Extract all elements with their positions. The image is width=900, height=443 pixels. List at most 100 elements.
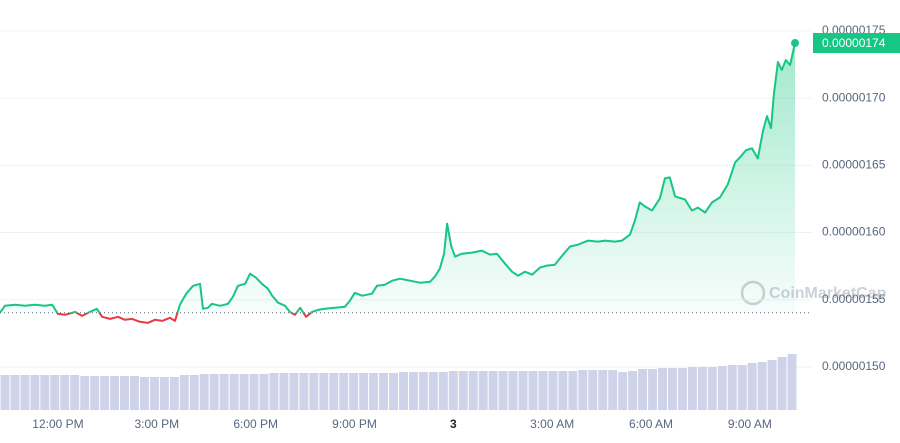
x-tick-label: 9:00 PM: [332, 417, 377, 431]
volume-bar: [100, 376, 110, 410]
volume-bar: [628, 371, 638, 410]
volume-bar: [767, 360, 777, 410]
volume-bar: [717, 366, 727, 410]
volume-bar: [458, 371, 468, 410]
volume-bar: [299, 373, 309, 410]
volume-bar: [648, 369, 658, 410]
volume-bar: [289, 373, 299, 410]
volume-bar: [777, 357, 787, 410]
volume-bar: [90, 376, 100, 410]
x-tick-label: 6:00 AM: [629, 417, 673, 431]
volume-bar: [399, 372, 408, 410]
volume-bar: [329, 373, 339, 410]
volume-bar: [249, 374, 259, 410]
volume-bar: [548, 371, 558, 410]
volume-bar: [408, 372, 418, 410]
volume-bar: [10, 375, 20, 410]
volume-bar: [60, 375, 70, 410]
volume-bar: [70, 375, 80, 410]
volume-bar: [687, 367, 697, 410]
volume-bar: [239, 374, 249, 410]
price-tag: [813, 33, 900, 54]
volume-bar: [209, 374, 219, 410]
y-tick-label: 0.00000155: [822, 292, 886, 306]
volume-bar: [428, 372, 438, 410]
volume-bar: [538, 371, 548, 410]
volume-bar: [189, 375, 199, 410]
price-area: [0, 43, 795, 313]
volume-bar: [438, 372, 448, 410]
volume-bar: [229, 374, 239, 410]
volume-bar: [259, 374, 269, 410]
volume-bar: [488, 371, 498, 410]
y-tick-label: 0.00000150: [822, 359, 886, 373]
volume-bar: [309, 373, 319, 410]
volume-bar: [707, 367, 717, 410]
volume-bar: [40, 375, 50, 410]
volume-bar: [608, 370, 618, 410]
price-tag-label: 0.00000174: [822, 36, 886, 50]
price-line-down: [0, 312, 313, 324]
x-tick-label: 3:00 AM: [530, 417, 574, 431]
volume-bar: [50, 375, 60, 410]
volume-bar: [568, 371, 578, 410]
x-tick-label: 3: [450, 417, 457, 431]
volume-bar: [448, 371, 458, 410]
volume-bar: [110, 376, 120, 410]
x-tick-label: 9:00 AM: [728, 417, 772, 431]
volume-bar: [518, 371, 528, 410]
volume-bar: [468, 371, 478, 410]
y-tick-label: 0.00000170: [822, 90, 886, 104]
volume-bar: [558, 371, 568, 410]
volume-bar: [418, 372, 428, 410]
volume-bar: [130, 376, 139, 410]
x-tick-label: 3:00 PM: [134, 417, 179, 431]
volume-bar: [199, 374, 209, 410]
volume-bar: [757, 362, 767, 410]
volume-bar: [638, 369, 648, 410]
x-tick-label: 6:00 PM: [233, 417, 278, 431]
volume-bar: [677, 368, 687, 410]
volume-bar: [667, 368, 677, 410]
volume-bar: [149, 377, 159, 410]
volume-bar: [618, 372, 628, 410]
volume-bar: [697, 367, 707, 410]
volume-bar: [598, 370, 608, 410]
volume-bar: [349, 373, 359, 410]
volume-bar: [269, 373, 279, 410]
volume-bar: [279, 373, 289, 410]
volume-bar: [120, 376, 130, 410]
volume-bar: [747, 363, 757, 410]
volume-bar: [219, 374, 229, 410]
volume-bar: [578, 370, 588, 410]
volume-bar: [139, 377, 149, 410]
volume-bar: [359, 373, 369, 410]
price-line-up: [0, 42, 796, 313]
last-point: [791, 39, 800, 48]
volume-bar: [339, 373, 349, 410]
volume-bar: [80, 376, 90, 410]
volume-bar: [658, 368, 667, 410]
volume-bar: [159, 377, 169, 410]
volume-bar: [498, 371, 508, 410]
volume-bar: [0, 375, 10, 410]
volume-bar: [169, 377, 179, 410]
volume-bar: [588, 370, 598, 410]
y-tick-label: 0.00000165: [822, 158, 886, 172]
volume-bar: [528, 371, 538, 410]
volume-bar: [379, 373, 389, 410]
volume-bar: [20, 375, 30, 410]
y-tick-label: 0.00000160: [822, 225, 886, 239]
volume-bar: [179, 375, 189, 410]
volume-bar: [30, 375, 40, 410]
volume-bar: [508, 371, 518, 410]
x-tick-label: 12:00 PM: [32, 417, 83, 431]
volume-bar: [319, 373, 329, 410]
volume-bar: [478, 371, 488, 410]
volume-bar: [369, 373, 379, 410]
watermark-text: CoinMarketCap: [769, 285, 887, 302]
volume-bar: [787, 354, 797, 410]
volume-bar: [727, 365, 737, 410]
